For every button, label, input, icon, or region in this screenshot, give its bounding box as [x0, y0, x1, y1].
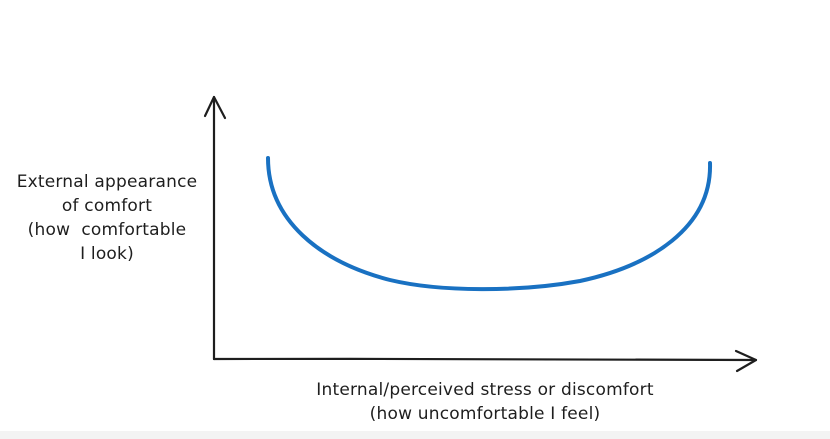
x-axis-label-line-1: Internal/perceived stress or discomfort [316, 380, 654, 400]
x-axis-arrowhead [734, 349, 758, 373]
y-axis-label-line-4: I look) [80, 244, 134, 264]
y-axis-label-line-3: (how comfortable [27, 220, 187, 240]
y-axis-arrowhead [203, 95, 227, 120]
y-axis-label-line-2: of comfort [61, 196, 153, 216]
x-axis-label-line-2: (how uncomfortable I feel) [369, 404, 601, 424]
x-axis-label: Internal/perceived stress or discomfort … [250, 378, 720, 426]
y-axis-label-line-1: External appearance [16, 172, 198, 192]
bottom-band [0, 431, 830, 439]
comfort-curve [266, 156, 713, 292]
y-axis-label: External appearance of comfort (how comf… [4, 170, 210, 266]
x-axis-line [212, 357, 758, 362]
